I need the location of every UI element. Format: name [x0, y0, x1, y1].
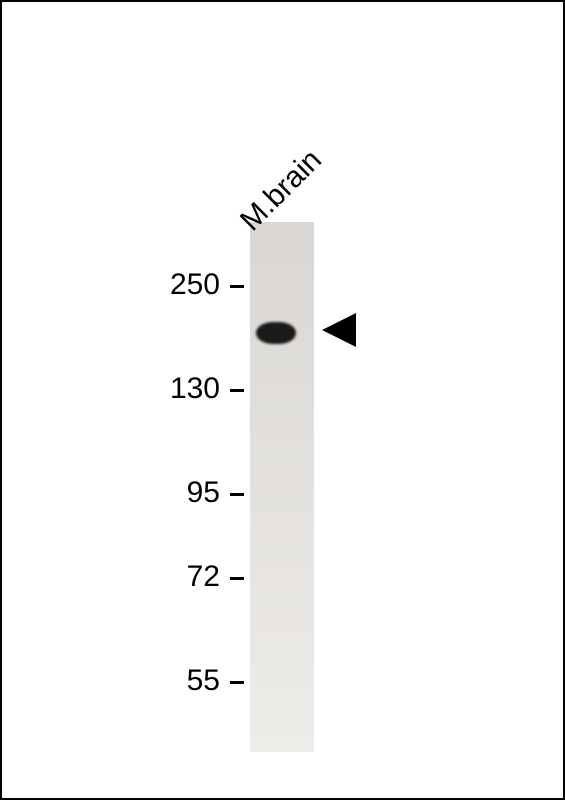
protein-band — [256, 322, 296, 344]
mw-tick-95 — [230, 493, 244, 496]
mw-tick-72 — [230, 577, 244, 580]
mw-label-95: 95 — [140, 476, 220, 510]
mw-tick-250 — [230, 285, 244, 288]
band-arrow-icon — [322, 313, 366, 357]
mw-tick-130 — [230, 389, 244, 392]
mw-label-250: 250 — [140, 268, 220, 302]
blot-frame: M.brain 250130957255 — [0, 0, 565, 800]
blot-lane — [250, 222, 314, 752]
mw-label-130: 130 — [140, 372, 220, 406]
mw-tick-55 — [230, 681, 244, 684]
mw-label-72: 72 — [140, 560, 220, 594]
mw-label-55: 55 — [140, 664, 220, 698]
